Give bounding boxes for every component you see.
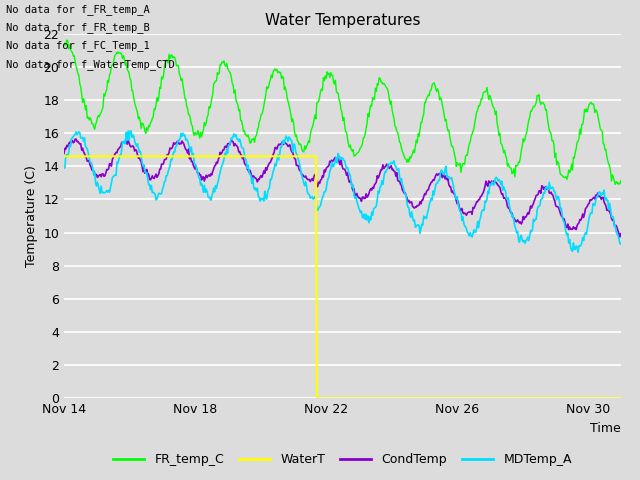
CondTemp [122, 136, 130, 142]
Title: Water Temperatures: Water Temperatures [265, 13, 420, 28]
MDTemp_A [574, 249, 582, 255]
CondTemp [159, 161, 167, 167]
FR_temp_C [159, 73, 167, 79]
CondTemp [433, 171, 440, 177]
FR_temp_C [389, 112, 397, 118]
Text: No data for f_FR_temp_B: No data for f_FR_temp_B [6, 22, 150, 33]
CondTemp [616, 234, 624, 240]
Y-axis label: Temperature (C): Temperature (C) [25, 165, 38, 267]
WaterT [312, 154, 320, 159]
Text: No data for f_FC_Temp_1: No data for f_FC_Temp_1 [6, 40, 150, 51]
CondTemp [480, 187, 488, 192]
MDTemp_A [127, 128, 135, 134]
WaterT [204, 154, 211, 159]
MDTemp_A [433, 180, 440, 186]
Line: MDTemp_A: MDTemp_A [64, 131, 621, 252]
WaterT [617, 396, 625, 401]
CondTemp [617, 231, 625, 237]
FR_temp_C [617, 178, 625, 183]
FR_temp_C [480, 89, 488, 95]
FR_temp_C [433, 89, 440, 95]
Legend: FR_temp_C, WaterT, CondTemp, MDTemp_A: FR_temp_C, WaterT, CondTemp, MDTemp_A [108, 448, 577, 471]
CondTemp [204, 173, 212, 179]
WaterT [389, 396, 397, 401]
MDTemp_A [60, 165, 68, 171]
Text: No data for f_WaterTemp_CTD: No data for f_WaterTemp_CTD [6, 59, 175, 70]
FR_temp_C [611, 181, 619, 187]
CondTemp [389, 167, 397, 172]
X-axis label: Time: Time [590, 422, 621, 435]
MDTemp_A [617, 241, 625, 247]
MDTemp_A [389, 161, 397, 167]
MDTemp_A [159, 184, 167, 190]
FR_temp_C [204, 112, 212, 118]
FR_temp_C [63, 37, 70, 43]
CondTemp [313, 184, 321, 190]
WaterT [433, 396, 440, 401]
WaterT [159, 154, 166, 159]
Text: No data for f_FR_temp_A: No data for f_FR_temp_A [6, 4, 150, 15]
WaterT [480, 396, 488, 401]
Line: FR_temp_C: FR_temp_C [64, 40, 621, 184]
WaterT [60, 154, 68, 159]
Line: WaterT: WaterT [64, 156, 621, 398]
FR_temp_C [313, 100, 321, 106]
MDTemp_A [480, 208, 488, 214]
Line: CondTemp: CondTemp [64, 139, 621, 237]
FR_temp_C [60, 40, 68, 46]
MDTemp_A [313, 207, 321, 213]
CondTemp [60, 151, 68, 156]
WaterT [313, 396, 321, 401]
MDTemp_A [204, 194, 212, 200]
